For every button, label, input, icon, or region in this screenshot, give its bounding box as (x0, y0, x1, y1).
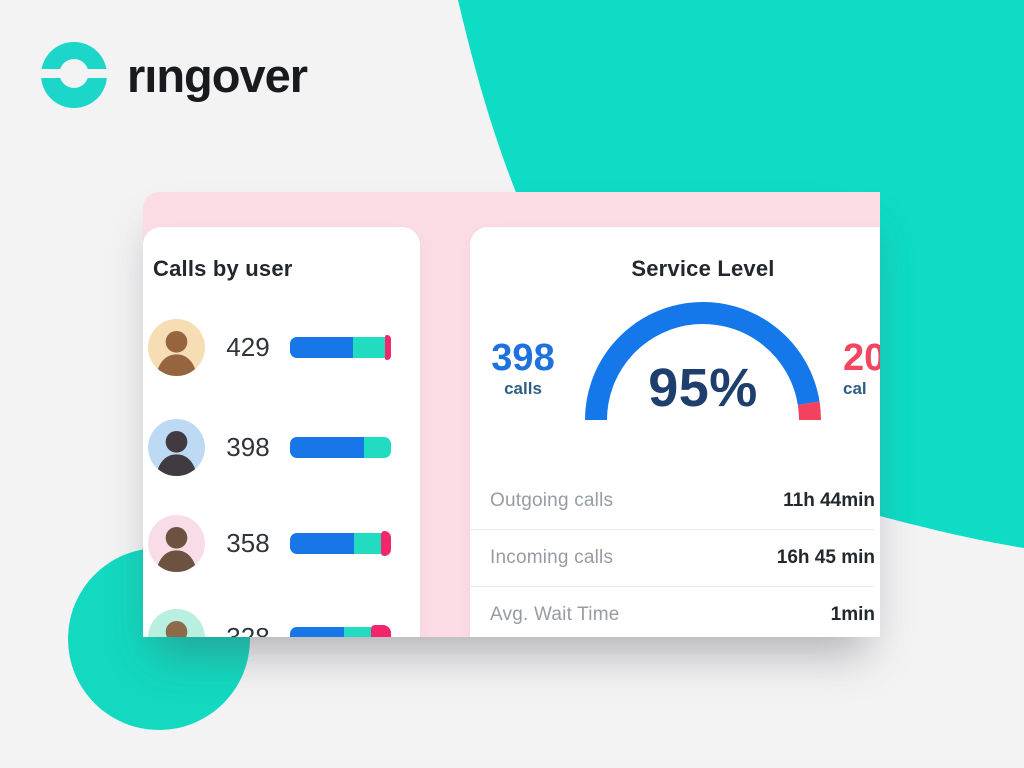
gauge-percent: 95% (648, 358, 758, 418)
stat-value: 11h 44min (783, 489, 875, 511)
user-call-bar (290, 530, 391, 556)
avatar (148, 514, 205, 572)
stat-row-avg-wait: Avg. Wait Time 1min (470, 586, 875, 637)
service-level-gauge (585, 302, 821, 421)
ringover-logo: rıngover (40, 41, 308, 114)
user-row: 358 (143, 514, 420, 572)
user-row: 398 (143, 418, 420, 476)
calls-by-user-title: Calls by user (153, 256, 293, 281)
bar-segment-blue (290, 336, 353, 358)
missed-calls-stat: 20 cal (843, 339, 880, 399)
ringover-logo-icon (40, 41, 108, 114)
answered-calls-value: 398 (491, 337, 555, 379)
user-call-bar (290, 436, 391, 458)
service-level-title: Service Level (631, 256, 775, 281)
user-row: 429 (143, 318, 420, 376)
user-call-bar (290, 334, 391, 360)
answered-calls-label: calls (504, 379, 542, 398)
bar-segment-blue (290, 532, 354, 554)
service-level-card: Service Level 95% 398 calls 20 cal Outgo… (470, 227, 880, 637)
user-call-bar (290, 624, 391, 637)
dashboard-panel: Calls by user 429 398 (143, 192, 880, 637)
bar-segment-teal (343, 626, 371, 637)
missed-calls-label: cal (843, 379, 867, 398)
answered-calls-stat: 398 calls (478, 339, 568, 399)
user-call-count: 398 (226, 431, 270, 462)
avatar (148, 418, 205, 476)
user-call-count: 328 (226, 621, 270, 638)
bar-segment-pink (380, 530, 391, 556)
calls-by-user-card: Calls by user 429 398 (143, 227, 420, 637)
call-stats-list: Outgoing calls 11h 44min Incoming calls … (470, 472, 875, 637)
bar-segment-teal (353, 532, 381, 554)
stat-label: Outgoing calls (490, 489, 614, 511)
stat-row-incoming: Incoming calls 16h 45 min (470, 529, 875, 586)
bar-segment-pink (384, 334, 391, 360)
stat-label: Avg. Wait Time (490, 604, 620, 625)
missed-calls-value: 20 (843, 337, 880, 379)
user-call-count: 429 (226, 331, 270, 362)
avatar (148, 608, 205, 637)
stat-value: 1min (830, 604, 875, 625)
bar-segment-blue (290, 436, 364, 458)
ringover-wordmark: rıngover (127, 49, 308, 102)
bar-segment-teal (352, 336, 385, 358)
stat-row-outgoing: Outgoing calls 11h 44min (470, 472, 875, 529)
user-row: 328 (143, 608, 420, 637)
stat-value: 16h 45 min (776, 547, 875, 568)
bar-segment-blue (290, 626, 344, 637)
user-call-count: 358 (226, 527, 270, 558)
avatar (148, 318, 205, 376)
stat-label: Incoming calls (490, 547, 614, 568)
bar-segment-teal (363, 436, 391, 458)
bar-segment-pink (370, 624, 391, 637)
